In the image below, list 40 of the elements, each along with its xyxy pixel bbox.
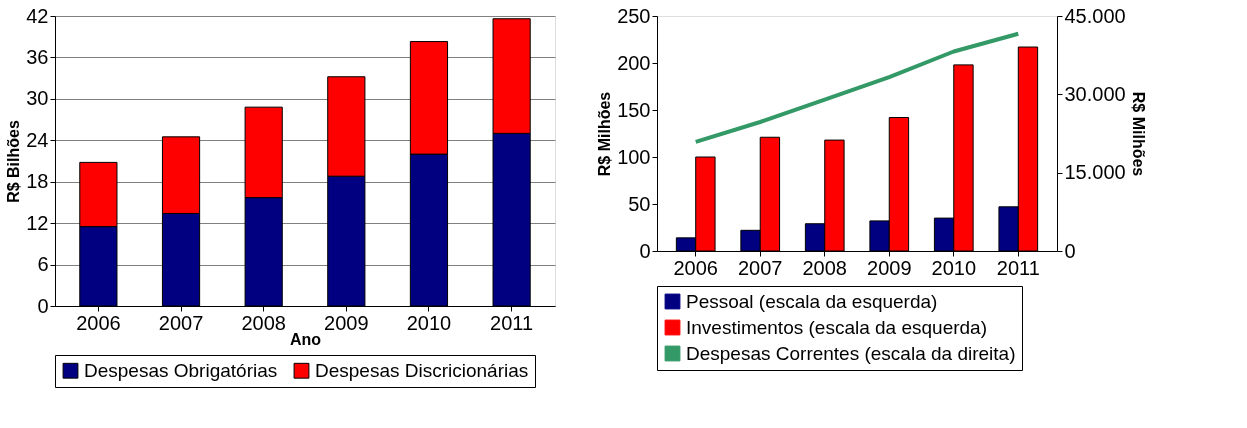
y-tick-label: 50: [628, 192, 651, 215]
y-axis-title: R$ Bilhões: [5, 120, 23, 203]
y-tick-label: 150: [617, 98, 651, 121]
x-tick-label: 2009: [867, 256, 912, 279]
y-axis-title: R$ Milhões: [596, 91, 614, 177]
y2-axis-title: R$ Milhões: [1129, 91, 1147, 177]
x-tick-label: 2008: [241, 311, 286, 334]
x-tick-label: 2006: [76, 311, 121, 334]
y2-tick-label: 0: [1064, 239, 1076, 262]
y-tick-label: 100: [617, 145, 651, 168]
x-tick-label: 2010: [931, 256, 977, 279]
y-tick-label: 30: [26, 87, 49, 110]
y2-tick-label: 30.000: [1064, 82, 1126, 105]
legend-label: Despesas Correntes (escala da direita): [686, 342, 1016, 364]
legend-label: Investimentos (escala da esquerda): [686, 316, 987, 338]
x-tick-label: 2009: [324, 311, 369, 334]
legend-label: Despesas Discricionárias: [315, 359, 529, 381]
x-tick-label: 2011: [996, 256, 1040, 279]
line-series: [693, 31, 1021, 144]
y-tick-label: 24: [26, 128, 49, 151]
y-tick-label: 200: [617, 51, 651, 74]
y-tick-label: 12: [26, 211, 49, 234]
y2-tick-label: 15.000: [1064, 161, 1126, 184]
legend-label: Pessoal (escala da esquerda): [686, 290, 938, 312]
y-tick-label: 0: [639, 239, 651, 262]
x-tick-label: 2008: [802, 256, 847, 279]
y-tick-label: 250: [617, 4, 651, 27]
y-tick-label: 6: [37, 253, 49, 276]
y-tick-label: 0: [37, 294, 49, 317]
y-tick-label: 36: [26, 45, 49, 68]
y-tick-label: 18: [26, 170, 49, 193]
legend-label: Despesas Obrigatórias: [84, 359, 278, 381]
x-tick-label: 2007: [737, 256, 783, 279]
y-tick-label: 42: [26, 4, 49, 27]
x-tick-label: 2010: [406, 311, 452, 334]
x-tick-label: 2011: [490, 311, 534, 334]
y2-tick-label: 45.000: [1064, 4, 1126, 27]
x-tick-label: 2006: [673, 256, 718, 279]
x-axis-title: Ano: [289, 330, 322, 348]
x-tick-label: 2007: [158, 311, 204, 334]
